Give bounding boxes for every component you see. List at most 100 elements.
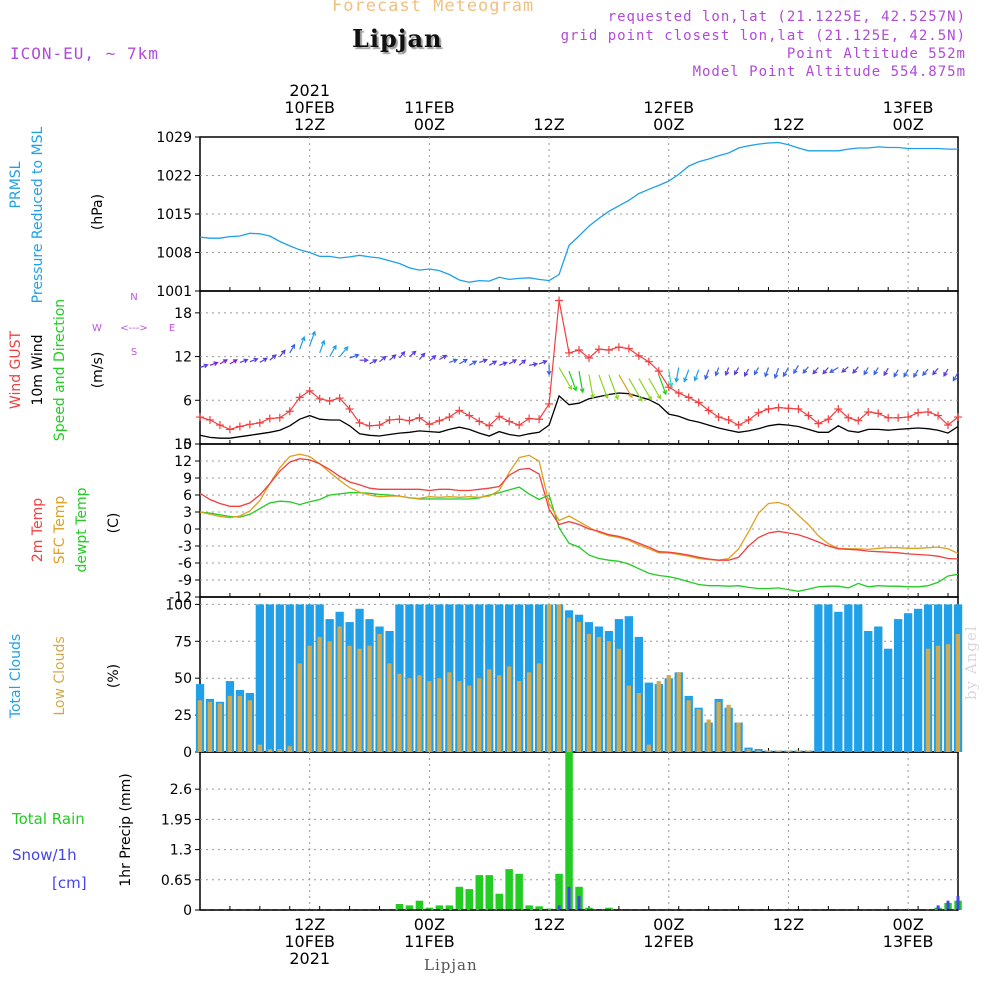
wind-dir-arrow <box>508 359 518 365</box>
gust-marker <box>854 416 863 425</box>
low-cloud-bar <box>287 746 292 752</box>
ytick-label-1-0: 0 <box>183 437 192 453</box>
point-altitude: Point Altitude 552m <box>786 46 966 62</box>
rain-bar <box>425 907 434 910</box>
bottom-time-label: 12Z <box>533 915 564 934</box>
gust-marker <box>844 413 853 422</box>
top-time-label: 12FEB <box>643 98 694 117</box>
gust-line <box>199 300 959 431</box>
wind-dir-arrow <box>279 349 286 357</box>
ylabel-ms: (m/s) <box>90 352 106 389</box>
gust-marker <box>934 411 943 420</box>
wind-dir-arrow <box>913 369 919 378</box>
wind-dir-arrow <box>359 357 369 363</box>
low-cloud-bar <box>576 622 582 752</box>
wind-dir-arrow <box>648 378 662 400</box>
ytick-label-1-6: 6 <box>183 393 192 409</box>
gust-marker <box>734 421 743 430</box>
wind-dir-arrow <box>628 378 643 402</box>
wind-dir-arrow <box>498 361 508 366</box>
wind-dir-arrow <box>693 369 700 382</box>
low-cloud-bar <box>337 626 342 752</box>
gust-marker <box>395 415 404 424</box>
ytick-label-2-3: 3 <box>183 505 192 521</box>
low-cloud-bar <box>696 709 701 752</box>
panel-frame-4 <box>199 751 959 911</box>
bottom-time-label: 00Z <box>653 915 684 934</box>
wind-dir-arrow <box>289 343 296 354</box>
ytick-label-1-12: 12 <box>174 350 192 366</box>
gust-marker <box>325 397 334 406</box>
bottom-time-label: 00Z <box>414 915 445 934</box>
wind-dir-arrow <box>943 368 949 377</box>
low-cloud-bar <box>925 648 931 752</box>
low-cloud-bar <box>676 672 681 752</box>
wind-dir-arrow <box>468 360 478 366</box>
wind-dir-arrow <box>299 335 306 350</box>
gust-marker <box>644 357 653 366</box>
total-cloud-bar <box>814 604 823 752</box>
gust-marker <box>624 344 633 353</box>
gust-marker <box>545 399 554 408</box>
wind-dir-arrow <box>439 354 448 361</box>
low-cloud-bar <box>377 633 382 752</box>
ytick-label-1-18: 18 <box>174 306 192 322</box>
bottom-time-label: 10FEB <box>284 932 335 951</box>
low-cloud-bar <box>656 681 661 752</box>
temp-2m-line <box>199 458 959 561</box>
rain-bar <box>565 752 573 910</box>
ytick-label-2-15: 15 <box>174 437 192 453</box>
total-cloud-bar <box>455 604 464 752</box>
top-time-label: 12Z <box>773 115 804 134</box>
low-cloud-bar <box>736 722 741 752</box>
ytick-label-4-2.6: 2.6 <box>170 782 192 798</box>
top-time-label: 2021 <box>289 81 330 100</box>
snow-bar <box>577 896 581 910</box>
gust-marker <box>345 405 354 414</box>
low-cloud-bar <box>955 633 961 752</box>
wind-dir-arrow <box>239 358 249 364</box>
wind-dir-arrow <box>952 372 959 382</box>
low-cloud-bar <box>786 750 791 752</box>
low-cloud-bar <box>327 641 332 752</box>
wind-line <box>199 392 959 439</box>
snow-bar <box>936 905 940 910</box>
wind-dir-arrow <box>518 359 527 366</box>
compass-e: E <box>169 323 175 334</box>
low-cloud-bar <box>207 701 213 752</box>
wind-dir-arrow <box>618 374 633 399</box>
total-cloud-bar <box>255 604 264 752</box>
wind-dir-arrow <box>458 358 468 365</box>
ytick-label-2--12: -12 <box>169 590 192 606</box>
wind-dir-arrow <box>733 367 740 376</box>
total-cloud-bar <box>465 604 474 752</box>
low-cloud-bar <box>626 685 631 752</box>
rain-bar <box>605 907 613 910</box>
gust-marker <box>415 413 424 422</box>
low-cloud-bar <box>716 701 721 752</box>
low-cloud-bar <box>307 645 312 752</box>
gust-marker <box>215 421 224 430</box>
gust-marker <box>385 415 394 424</box>
wind-dir-arrow <box>199 363 209 369</box>
gust-marker <box>225 425 234 434</box>
bottom-time-label: 2021 <box>289 949 330 968</box>
ylabel-gust: Wind GUST <box>8 330 24 409</box>
wind-dir-arrow <box>724 367 730 377</box>
wind-dir-arrow <box>229 359 238 365</box>
wind-dir-arrow <box>578 370 585 394</box>
gust-marker <box>535 415 544 424</box>
rain-bar <box>485 875 493 910</box>
ytick-label-4-1.3: 1.3 <box>170 843 192 859</box>
ytick-label-3-75: 75 <box>174 634 192 650</box>
gust-marker <box>754 408 763 417</box>
label-snow: Snow/1h <box>12 846 77 864</box>
low-cloud-bar <box>387 663 392 752</box>
total-cloud-bar <box>425 604 434 752</box>
gust-marker <box>295 393 304 402</box>
wind-dir-arrow <box>829 366 839 373</box>
ytick-label-2--3: -3 <box>178 539 192 555</box>
wind-dir-arrow <box>339 346 349 357</box>
gust-marker <box>275 413 284 422</box>
wind-dir-arrow <box>773 367 780 380</box>
